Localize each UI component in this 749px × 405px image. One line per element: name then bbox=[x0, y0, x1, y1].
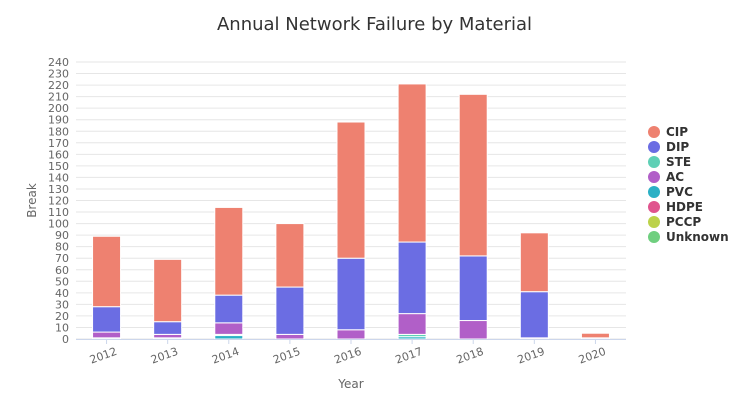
y-tick-label: 240 bbox=[48, 56, 69, 69]
bar-segment-dip-2019[interactable] bbox=[519, 291, 549, 339]
bar-segment-ac-2017[interactable] bbox=[397, 313, 427, 335]
bar-segment-dip-2018[interactable] bbox=[458, 255, 488, 322]
y-tick-label: 190 bbox=[48, 114, 69, 127]
y-tick-label: 40 bbox=[55, 287, 69, 300]
bar-segment-cip-2012[interactable] bbox=[92, 235, 122, 308]
y-tick-label: 10 bbox=[55, 321, 69, 334]
bar-segment-cip-2014[interactable] bbox=[214, 206, 244, 296]
x-tick-label: 2020 bbox=[577, 345, 608, 367]
bar-segment-cip-2016[interactable] bbox=[336, 121, 366, 259]
x-tick-label: 2012 bbox=[88, 345, 119, 367]
legend-item-ac[interactable]: AC bbox=[648, 170, 684, 184]
legend-item-hdpe[interactable]: HDPE bbox=[648, 200, 703, 214]
x-axis-title: Year bbox=[337, 377, 363, 391]
legend-label: HDPE bbox=[666, 200, 703, 214]
bar-segment-cip-2018[interactable] bbox=[458, 93, 488, 257]
legend-label: AC bbox=[666, 170, 684, 184]
y-tick-label: 170 bbox=[48, 137, 69, 150]
legend-label: STE bbox=[666, 155, 691, 169]
legend-label: PCCP bbox=[666, 215, 701, 229]
legend-item-ste[interactable]: STE bbox=[648, 155, 691, 169]
y-tick-label: 0 bbox=[62, 333, 69, 346]
legend-marker bbox=[648, 201, 660, 213]
legend-marker bbox=[648, 216, 660, 228]
y-tick-label: 150 bbox=[48, 160, 69, 173]
bar-segment-pvc-2014[interactable] bbox=[214, 335, 244, 340]
bar-segment-dip-2013[interactable] bbox=[153, 321, 183, 335]
legend-item-unknown[interactable]: Unknown bbox=[648, 230, 729, 244]
legend-marker bbox=[648, 186, 660, 198]
legend-label: CIP bbox=[666, 125, 688, 139]
y-tick-label: 210 bbox=[48, 91, 69, 104]
legend-marker bbox=[648, 126, 660, 138]
x-tick-label: 2019 bbox=[516, 345, 547, 367]
y-tick-label: 120 bbox=[48, 195, 69, 208]
x-tick-label: 2014 bbox=[210, 345, 241, 367]
legend-label: DIP bbox=[666, 140, 689, 154]
legend-marker bbox=[648, 171, 660, 183]
x-tick-label: 2017 bbox=[394, 345, 425, 367]
bars bbox=[92, 83, 610, 340]
chart-title: Annual Network Failure by Material bbox=[216, 14, 533, 35]
y-tick-label: 70 bbox=[55, 252, 69, 265]
bar-segment-cip-2013[interactable] bbox=[153, 258, 183, 323]
bar-segment-ac-2016[interactable] bbox=[336, 329, 366, 340]
y-tick-label: 50 bbox=[55, 275, 69, 288]
bar-segment-dip-2016[interactable] bbox=[336, 257, 366, 331]
legend-marker bbox=[648, 231, 660, 243]
bar-segment-ac-2018[interactable] bbox=[458, 320, 488, 340]
bar-segment-dip-2012[interactable] bbox=[92, 306, 122, 333]
x-tick-label: 2018 bbox=[455, 345, 486, 367]
bar-segment-ac-2012[interactable] bbox=[92, 331, 122, 339]
x-tick-label: 2016 bbox=[332, 345, 363, 367]
y-tick-label: 90 bbox=[55, 229, 69, 242]
y-tick-label: 60 bbox=[55, 264, 69, 277]
legend-item-pvc[interactable]: PVC bbox=[648, 185, 693, 199]
y-tick-label: 160 bbox=[48, 148, 69, 161]
y-tick-label: 130 bbox=[48, 183, 69, 196]
x-tick-label: 2015 bbox=[271, 345, 302, 367]
bar-segment-ac-2013[interactable] bbox=[153, 333, 183, 339]
legend-item-pccp[interactable]: PCCP bbox=[648, 215, 701, 229]
bar-segment-dip-2017[interactable] bbox=[397, 241, 427, 315]
y-tick-label: 220 bbox=[48, 79, 69, 92]
y-tick-label: 140 bbox=[48, 171, 69, 184]
legend-marker bbox=[648, 156, 660, 168]
y-tick-label: 20 bbox=[55, 310, 69, 323]
y-tick-label: 180 bbox=[48, 125, 69, 138]
bar-segment-dip-2015[interactable] bbox=[275, 286, 305, 335]
y-tick-label: 30 bbox=[55, 298, 69, 311]
y-tick-label: 230 bbox=[48, 68, 69, 81]
legend-item-dip[interactable]: DIP bbox=[648, 140, 689, 154]
bar-segment-ac-2015[interactable] bbox=[275, 333, 305, 340]
y-tick-label: 110 bbox=[48, 206, 69, 219]
bar-segment-ac-2014[interactable] bbox=[214, 322, 244, 335]
bar-segment-cip-2017[interactable] bbox=[397, 83, 427, 243]
bar-segment-cip-2015[interactable] bbox=[275, 223, 305, 288]
y-tick-label: 80 bbox=[55, 241, 69, 254]
bar-segment-dip-2014[interactable] bbox=[214, 294, 244, 324]
legend-label: Unknown bbox=[666, 230, 729, 244]
bar-segment-cip-2020[interactable] bbox=[580, 332, 610, 339]
legend-item-cip[interactable]: CIP bbox=[648, 125, 688, 139]
legend-marker bbox=[648, 141, 660, 153]
bar-segment-cip-2019[interactable] bbox=[519, 232, 549, 293]
y-axis-title: Break bbox=[25, 183, 39, 218]
y-tick-label: 200 bbox=[48, 102, 69, 115]
legend-label: PVC bbox=[666, 185, 693, 199]
x-tick-label: 2013 bbox=[149, 345, 180, 367]
y-tick-label: 100 bbox=[48, 218, 69, 231]
